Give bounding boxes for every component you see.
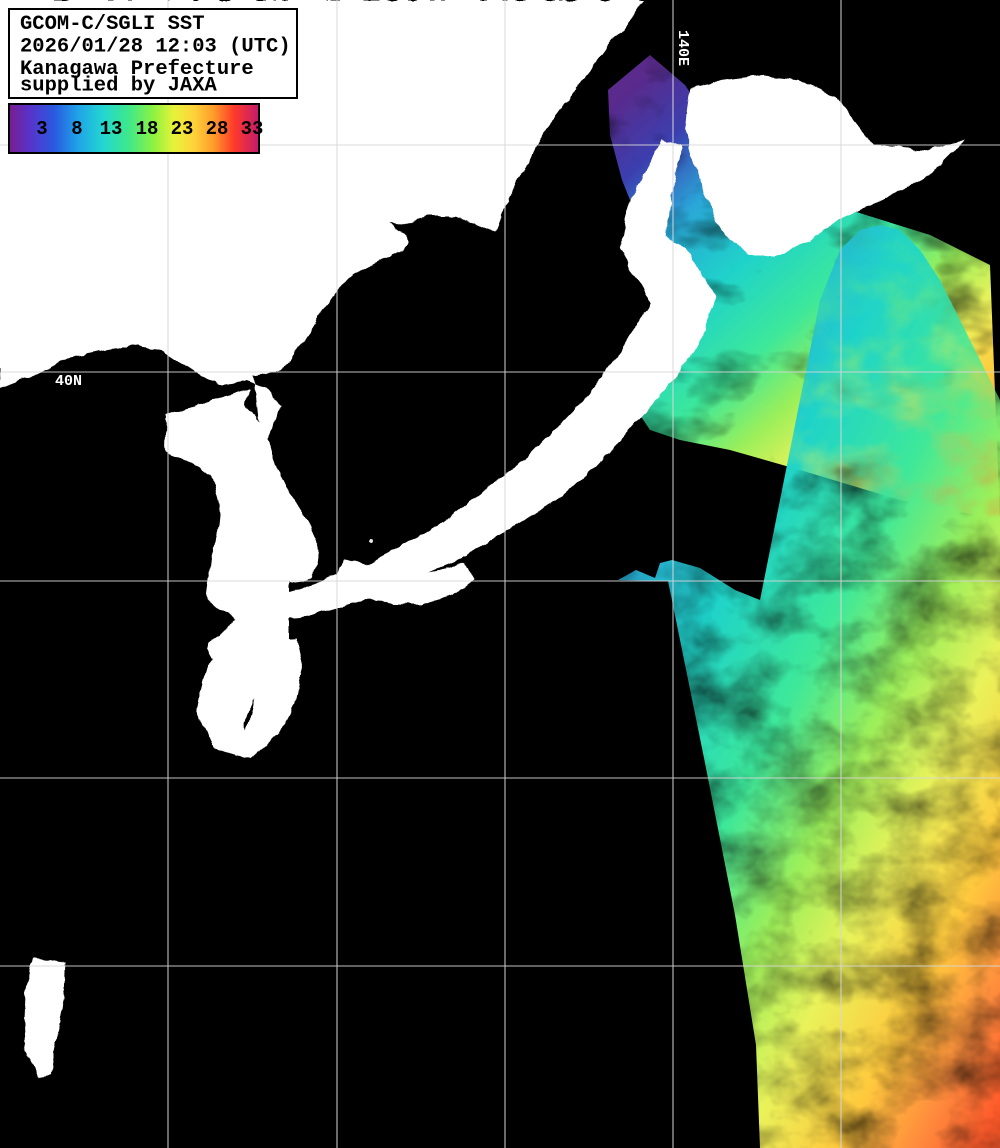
svg-text:13: 13	[100, 118, 123, 140]
svg-text:supplied by JAXA: supplied by JAXA	[20, 75, 218, 98]
svg-text:2026/01/28 12:03 (UTC): 2026/01/28 12:03 (UTC)	[20, 36, 291, 59]
svg-text:28: 28	[206, 118, 229, 140]
svg-text:GCOM-C/SGLI SST: GCOM-C/SGLI SST	[20, 13, 205, 36]
svg-text:33: 33	[241, 118, 264, 140]
svg-text:40N: 40N	[55, 373, 82, 390]
svg-text:23: 23	[171, 118, 194, 140]
svg-text:3: 3	[36, 118, 47, 140]
svg-text:140E: 140E	[674, 30, 691, 66]
svg-text:18: 18	[136, 118, 159, 140]
svg-text:8: 8	[71, 118, 82, 140]
